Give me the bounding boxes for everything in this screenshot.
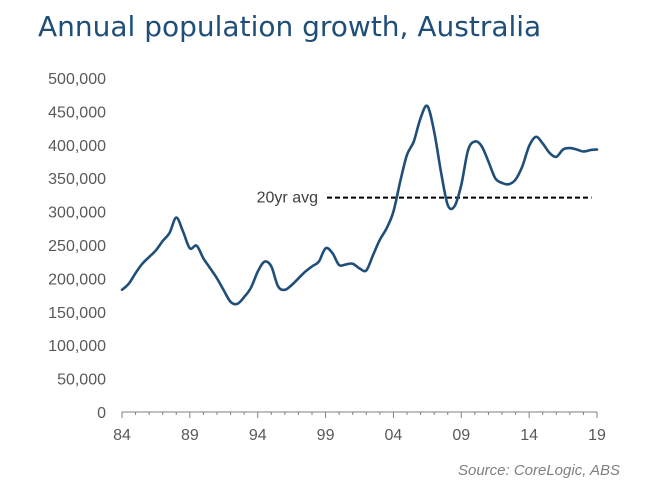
series-group xyxy=(120,104,599,306)
average-annotation: 20yr avg xyxy=(257,190,592,207)
x-tick-label: 09 xyxy=(452,427,470,444)
source-note: Source: CoreLogic, ABS xyxy=(457,462,620,479)
x-tick-label: 89 xyxy=(181,427,199,444)
y-tick-label: 500,000 xyxy=(48,71,106,88)
y-tick-label: 250,000 xyxy=(48,238,106,255)
x-tick-label: 14 xyxy=(520,427,538,444)
y-tick-label: 0 xyxy=(97,405,106,422)
x-tick-label: 19 xyxy=(588,427,606,444)
y-tick-label: 50,000 xyxy=(57,372,106,389)
y-tick-label: 100,000 xyxy=(48,338,106,355)
series-line-0 xyxy=(120,104,599,306)
y-tick-label: 200,000 xyxy=(48,271,106,288)
average-label: 20yr avg xyxy=(257,190,318,207)
y-tick-label: 350,000 xyxy=(48,171,106,188)
x-axis: 84 89 94 99 04 09 14 19 xyxy=(113,411,606,444)
y-axis-labels: 0 50,000 100,000 150,000 200,000 250,000 300,0… xyxy=(48,71,106,422)
y-tick-label: 450,000 xyxy=(48,104,106,121)
x-tick-label: 99 xyxy=(317,427,335,444)
chart-title: Annual population growth, Australia xyxy=(38,10,542,43)
y-tick-label: 150,000 xyxy=(48,305,106,322)
y-tick-label: 300,000 xyxy=(48,205,106,222)
y-tick-label: 400,000 xyxy=(48,138,106,155)
x-tick-label: 84 xyxy=(113,427,131,444)
x-tick-label: 94 xyxy=(249,427,267,444)
x-tick-label: 04 xyxy=(385,427,403,444)
